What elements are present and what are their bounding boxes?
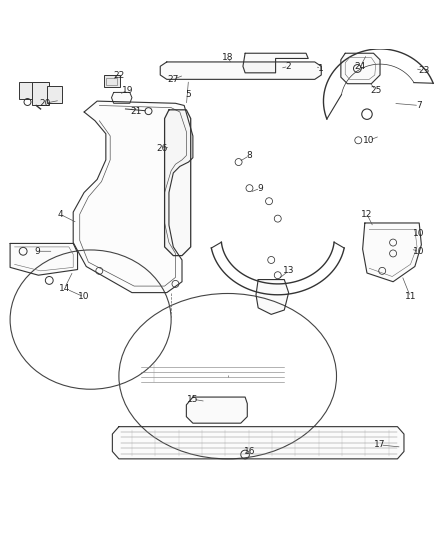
Polygon shape: [363, 223, 421, 282]
Text: 2: 2: [286, 62, 291, 71]
Text: 1: 1: [318, 64, 324, 73]
Text: 11: 11: [405, 293, 416, 302]
Text: 15: 15: [187, 395, 199, 403]
Text: 24: 24: [355, 62, 366, 71]
Polygon shape: [341, 53, 380, 84]
Bar: [106, 78, 117, 85]
Text: 19: 19: [122, 86, 133, 95]
Text: 10: 10: [78, 293, 90, 302]
Text: 22: 22: [113, 70, 124, 79]
Polygon shape: [165, 110, 191, 256]
Text: 10: 10: [413, 229, 425, 238]
Text: 13: 13: [283, 266, 294, 276]
Bar: [104, 75, 120, 87]
Polygon shape: [73, 101, 193, 293]
Text: 8: 8: [247, 151, 252, 160]
Text: 20: 20: [39, 99, 51, 108]
Text: 25: 25: [370, 86, 381, 95]
Polygon shape: [112, 92, 132, 103]
Text: 14: 14: [59, 284, 70, 293]
Text: 4: 4: [57, 210, 63, 219]
Polygon shape: [186, 397, 247, 423]
Polygon shape: [256, 279, 289, 314]
Text: 10: 10: [364, 136, 375, 145]
Text: 21: 21: [131, 108, 142, 117]
Bar: [32, 82, 49, 106]
Bar: [19, 82, 45, 99]
Polygon shape: [113, 426, 404, 459]
Polygon shape: [160, 62, 321, 79]
Text: 7: 7: [417, 101, 422, 110]
Text: 17: 17: [374, 440, 386, 449]
Text: 26: 26: [156, 144, 167, 154]
Polygon shape: [243, 53, 308, 73]
Text: 27: 27: [168, 75, 179, 84]
Bar: [47, 86, 62, 103]
Text: 23: 23: [418, 66, 429, 75]
Text: 12: 12: [361, 210, 373, 219]
Polygon shape: [10, 244, 78, 275]
Text: 18: 18: [222, 53, 233, 62]
Text: 9: 9: [258, 184, 263, 192]
Text: 10: 10: [413, 247, 425, 256]
Text: 9: 9: [34, 247, 40, 256]
Text: 5: 5: [186, 90, 191, 99]
Text: 16: 16: [244, 447, 255, 456]
